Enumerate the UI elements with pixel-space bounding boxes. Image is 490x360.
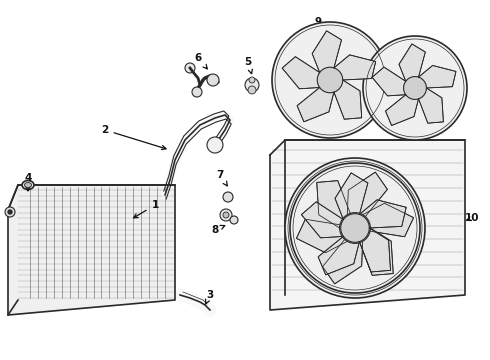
Ellipse shape	[24, 183, 31, 188]
Polygon shape	[322, 239, 363, 284]
Circle shape	[5, 207, 15, 217]
Polygon shape	[312, 31, 342, 72]
Text: 7: 7	[216, 170, 227, 186]
Circle shape	[404, 77, 426, 99]
Polygon shape	[386, 95, 418, 126]
Polygon shape	[418, 66, 456, 88]
Polygon shape	[372, 67, 406, 96]
Polygon shape	[270, 140, 465, 310]
Text: 9: 9	[315, 17, 330, 68]
Polygon shape	[297, 87, 334, 122]
Circle shape	[317, 67, 343, 93]
Polygon shape	[347, 172, 388, 217]
Polygon shape	[335, 173, 368, 220]
Circle shape	[363, 36, 467, 140]
Polygon shape	[360, 228, 391, 272]
Circle shape	[207, 74, 219, 86]
Polygon shape	[360, 200, 406, 228]
Text: 3: 3	[206, 290, 214, 304]
Circle shape	[341, 214, 369, 242]
Text: 8: 8	[211, 225, 225, 235]
Circle shape	[192, 87, 202, 97]
Circle shape	[230, 216, 238, 224]
Polygon shape	[334, 55, 376, 80]
Polygon shape	[363, 203, 414, 237]
Polygon shape	[360, 228, 393, 275]
Circle shape	[185, 63, 195, 73]
Text: 4: 4	[24, 173, 32, 191]
Polygon shape	[282, 57, 319, 89]
Text: 6: 6	[195, 53, 207, 69]
Circle shape	[248, 86, 256, 94]
Circle shape	[223, 212, 229, 218]
Text: 9: 9	[416, 40, 434, 74]
Circle shape	[220, 209, 232, 221]
Circle shape	[290, 163, 420, 293]
Polygon shape	[418, 88, 443, 123]
Text: 5: 5	[245, 57, 252, 74]
Circle shape	[285, 158, 425, 298]
Circle shape	[249, 77, 255, 83]
Circle shape	[340, 213, 370, 243]
Polygon shape	[317, 181, 350, 228]
Polygon shape	[399, 44, 425, 81]
Ellipse shape	[22, 180, 34, 189]
Circle shape	[245, 78, 259, 92]
Text: 10: 10	[465, 213, 479, 223]
Circle shape	[272, 22, 388, 138]
Text: 2: 2	[101, 125, 166, 149]
Polygon shape	[334, 80, 362, 119]
Polygon shape	[301, 202, 343, 238]
Polygon shape	[296, 219, 347, 253]
Circle shape	[8, 210, 12, 214]
Circle shape	[223, 192, 233, 202]
Polygon shape	[318, 237, 360, 275]
Text: 1: 1	[134, 200, 159, 218]
Circle shape	[207, 137, 223, 153]
Polygon shape	[8, 185, 175, 315]
